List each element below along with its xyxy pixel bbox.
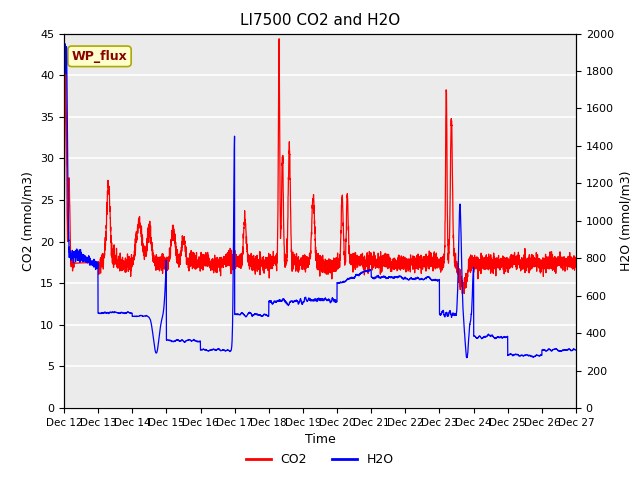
- X-axis label: Time: Time: [305, 433, 335, 446]
- Title: LI7500 CO2 and H2O: LI7500 CO2 and H2O: [240, 13, 400, 28]
- Y-axis label: H2O (mmol/m3): H2O (mmol/m3): [620, 170, 632, 271]
- Y-axis label: CO2 (mmol/m3): CO2 (mmol/m3): [22, 171, 35, 271]
- Text: WP_flux: WP_flux: [72, 50, 127, 63]
- Legend: CO2, H2O: CO2, H2O: [241, 448, 399, 471]
